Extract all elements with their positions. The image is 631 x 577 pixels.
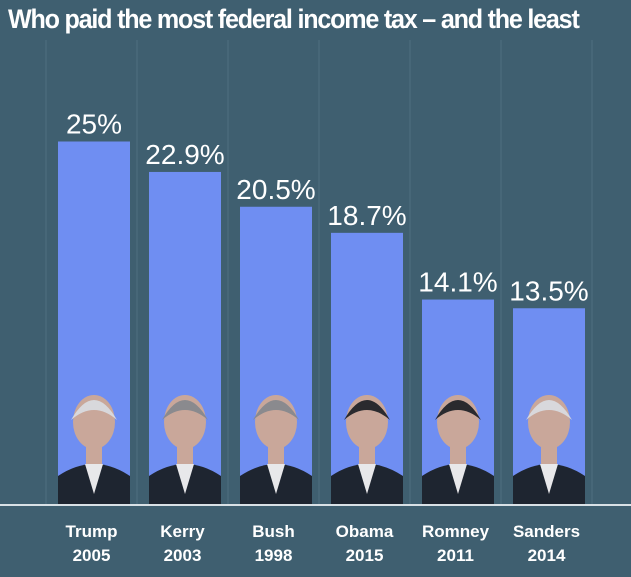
category-label-kerry: Kerry — [160, 522, 205, 541]
category-label-sanders: Sanders — [513, 522, 580, 541]
value-label-bush: 20.5% — [236, 174, 315, 205]
value-label-romney: 14.1% — [418, 267, 497, 298]
bush-portrait-icon — [240, 395, 312, 504]
chart-title: Who paid the most federal income tax – a… — [8, 4, 580, 34]
category-year-sanders: 2014 — [528, 546, 566, 565]
romney-portrait-icon — [422, 395, 494, 504]
trump-portrait-icon — [58, 395, 130, 504]
sanders-portrait-icon — [513, 395, 585, 504]
value-label-kerry: 22.9% — [145, 139, 224, 170]
obama-portrait-icon — [331, 395, 403, 504]
category-year-romney: 2011 — [437, 546, 474, 565]
value-label-trump: 25% — [66, 109, 122, 140]
category-year-kerry: 2003 — [164, 546, 202, 565]
category-label-obama: Obama — [336, 522, 394, 541]
value-label-sanders: 13.5% — [509, 275, 588, 306]
category-label-bush: Bush — [252, 522, 295, 541]
value-label-obama: 18.7% — [327, 200, 406, 231]
category-year-bush: 1998 — [255, 546, 293, 565]
category-label-romney: Romney — [422, 522, 490, 541]
category-year-trump: 2005 — [73, 546, 111, 565]
category-year-obama: 2015 — [346, 546, 384, 565]
category-label-trump: Trump — [66, 522, 118, 541]
kerry-portrait-icon — [149, 395, 221, 504]
